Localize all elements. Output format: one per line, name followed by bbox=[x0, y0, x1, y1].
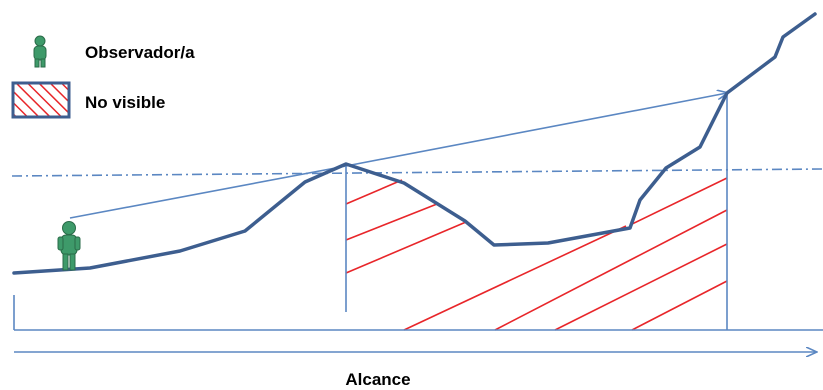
range-axis-label: Alcance bbox=[345, 370, 410, 389]
observer-figure bbox=[57, 221, 81, 271]
hidden-zone-2 bbox=[403, 177, 728, 331]
sight-line-to-target bbox=[345, 93, 727, 167]
sight-line-to-ridge bbox=[69, 165, 347, 219]
observer-legend-icon bbox=[33, 35, 47, 68]
horizon-line bbox=[11, 168, 823, 177]
legend: Observador/a No visible bbox=[11, 35, 195, 119]
hidden-legend-label: No visible bbox=[85, 93, 165, 112]
hidden-zone-1 bbox=[345, 179, 467, 274]
terrain-profile bbox=[12, 12, 817, 275]
observer-legend-label: Observador/a bbox=[85, 43, 195, 62]
hatched-square-icon bbox=[11, 81, 71, 119]
